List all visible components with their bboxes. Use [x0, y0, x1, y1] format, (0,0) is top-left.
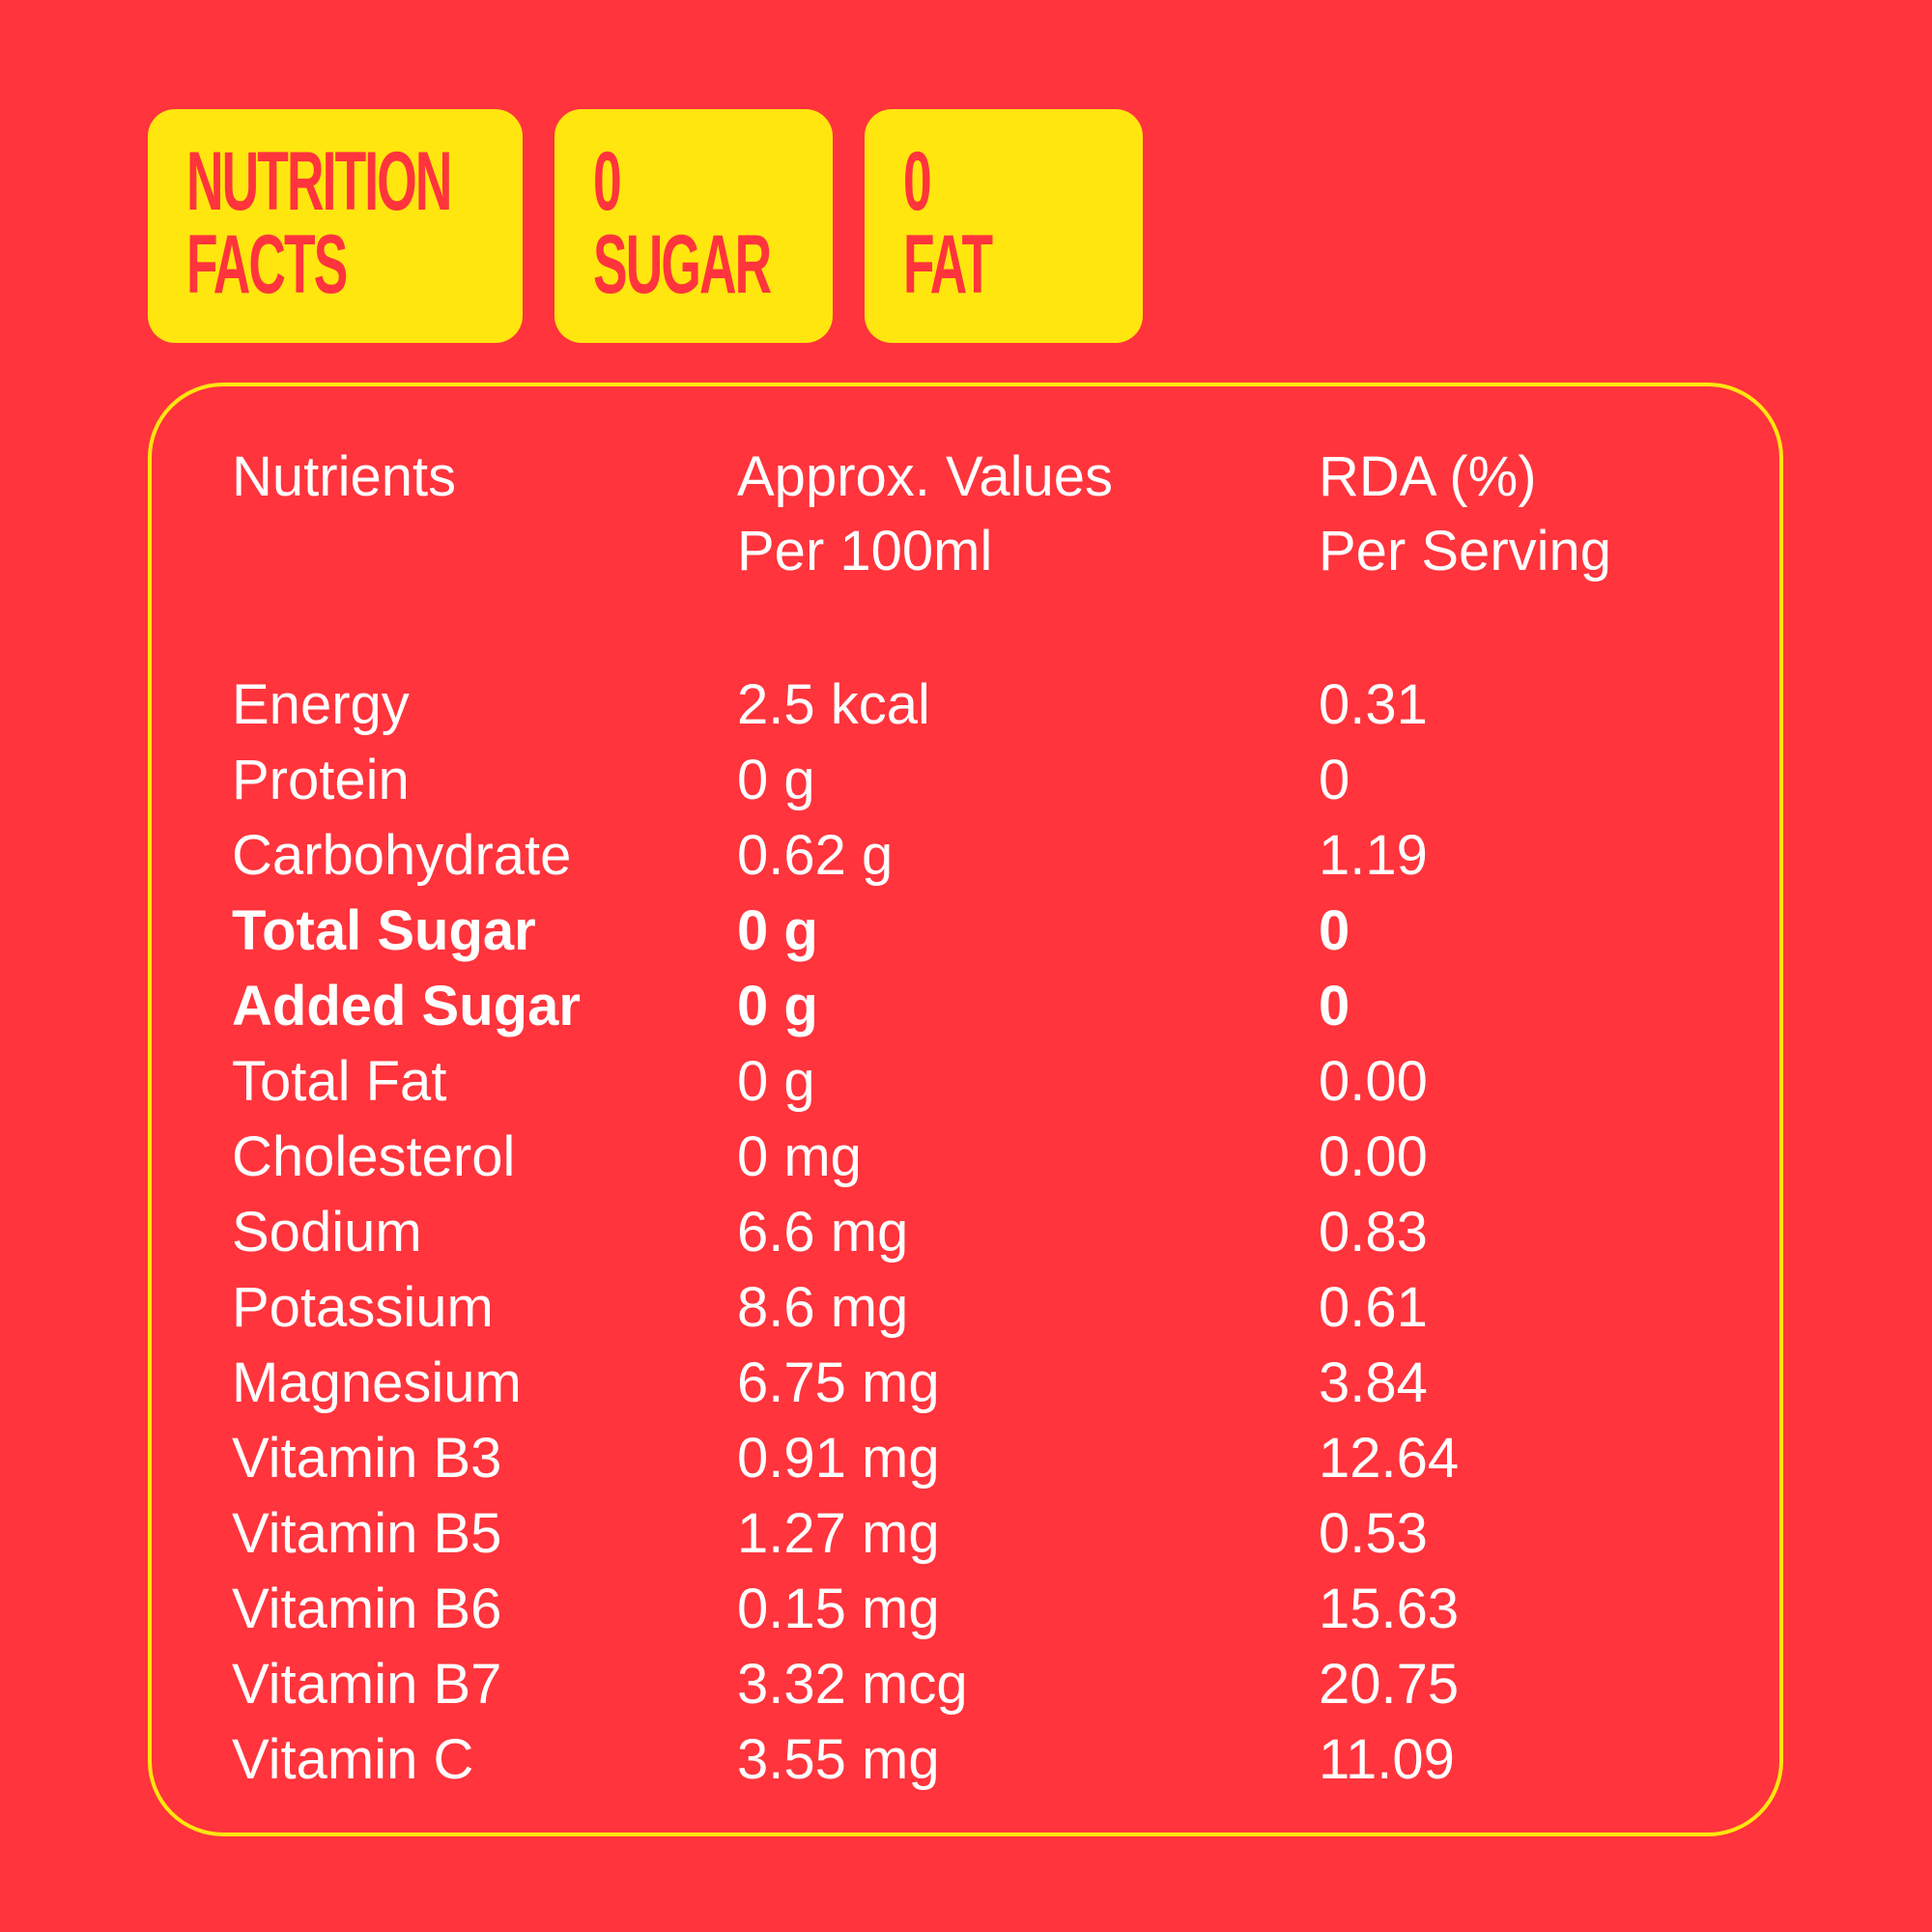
- nutrient-name: Vitamin B5: [232, 1502, 502, 1565]
- nutrient-rda: 11.09: [1319, 1728, 1455, 1791]
- nutrient-name: Vitamin C: [232, 1728, 474, 1791]
- nutrition-table-panel: Nutrients Approx. Values Per 100ml RDA (…: [148, 383, 1783, 1836]
- table-row: Vitamin B3 0.91 mg 12.64: [152, 1421, 1779, 1496]
- header-nutrients-label: Nutrients: [232, 445, 457, 508]
- header-rda: RDA (%) Per Serving: [1319, 440, 1611, 588]
- table-row: Sodium 6.6 mg 0.83: [152, 1195, 1779, 1270]
- nutrient-rda: 0.53: [1319, 1502, 1428, 1565]
- nutrient-value: 6.75 mg: [737, 1351, 940, 1414]
- nutrient-rda: 0: [1319, 899, 1350, 962]
- table-row: Cholesterol 0 mg 0.00: [152, 1120, 1779, 1195]
- nutrient-name: Sodium: [232, 1201, 422, 1264]
- table-row: Total Fat 0 g 0.00: [152, 1044, 1779, 1120]
- nutrient-rda: 0.61: [1319, 1276, 1428, 1339]
- nutrient-value: 6.6 mg: [737, 1201, 909, 1264]
- table-row: Vitamin B7 3.32 mcg 20.75: [152, 1647, 1779, 1722]
- zero-fat-badge: 0 FAT: [865, 109, 1143, 343]
- header-approx-line2: Per 100ml: [737, 520, 993, 582]
- table-row: Magnesium 6.75 mg 3.84: [152, 1346, 1779, 1421]
- nutrient-name: Cholesterol: [232, 1125, 516, 1188]
- nutrient-name: Total Sugar: [232, 899, 536, 962]
- table-row: Protein 0 g 0: [152, 743, 1779, 818]
- table-row: Potassium 8.6 mg 0.61: [152, 1270, 1779, 1346]
- nutrient-value: 2.5 kcal: [737, 673, 930, 736]
- nutrition-facts-badge: NUTRITION FACTS: [148, 109, 523, 343]
- header-rda-line2: Per Serving: [1319, 520, 1612, 582]
- nutrient-name: Added Sugar: [232, 975, 581, 1037]
- nutrient-name: Vitamin B3: [232, 1427, 502, 1490]
- nutrient-name: Vitamin B7: [232, 1653, 502, 1716]
- nutrient-value: 0.15 mg: [737, 1577, 940, 1640]
- nutrient-rda: 0.83: [1319, 1201, 1428, 1264]
- table-row: Carbohydrate 0.62 g 1.19: [152, 818, 1779, 894]
- header-approx-values: Approx. Values Per 100ml: [737, 440, 1113, 588]
- nutrient-value: 0.91 mg: [737, 1427, 940, 1490]
- header-approx-line1: Approx. Values: [737, 445, 1114, 508]
- nutrient-name: Protein: [232, 749, 410, 811]
- nutrient-name: Carbohydrate: [232, 824, 572, 887]
- zero-sugar-badge: 0 SUGAR: [554, 109, 833, 343]
- table-row: Total Sugar 0 g 0: [152, 894, 1779, 969]
- header-nutrients: Nutrients: [232, 440, 456, 514]
- nutrition-facts-line1: NUTRITION: [186, 135, 452, 228]
- nutrient-rda: 20.75: [1319, 1653, 1460, 1716]
- nutrient-rda: 0.31: [1319, 673, 1428, 736]
- zero-sugar-line1: 0: [593, 135, 622, 228]
- nutrient-value: 0 g: [737, 975, 818, 1037]
- zero-fat-line2: FAT: [903, 218, 993, 311]
- nutrient-name: Energy: [232, 673, 410, 736]
- nutrient-name: Magnesium: [232, 1351, 522, 1414]
- zero-fat-line1: 0: [903, 135, 932, 228]
- zero-sugar-line2: SUGAR: [593, 218, 772, 311]
- nutrient-rda: 15.63: [1319, 1577, 1460, 1640]
- nutrient-rda: 0.00: [1319, 1050, 1428, 1113]
- nutrient-value: 0 mg: [737, 1125, 862, 1188]
- nutrient-rda: 3.84: [1319, 1351, 1428, 1414]
- nutrient-value: 0.62 g: [737, 824, 894, 887]
- nutrient-name: Vitamin B6: [232, 1577, 502, 1640]
- nutrient-rda: 0: [1319, 749, 1350, 811]
- nutrient-rda: 1.19: [1319, 824, 1428, 887]
- table-row: Vitamin C 3.55 mg 11.09: [152, 1722, 1779, 1798]
- nutrient-name: Potassium: [232, 1276, 494, 1339]
- nutrient-value: 8.6 mg: [737, 1276, 909, 1339]
- badge-row: NUTRITION FACTS 0 SUGAR 0 FAT: [148, 109, 1143, 343]
- nutrient-rda: 0: [1319, 975, 1350, 1037]
- table-row: Added Sugar 0 g 0: [152, 969, 1779, 1044]
- nutrient-value: 1.27 mg: [737, 1502, 940, 1565]
- header-rda-line1: RDA (%): [1319, 445, 1537, 508]
- table-row: Energy 2.5 kcal 0.31: [152, 668, 1779, 743]
- nutrition-facts-line2: FACTS: [186, 218, 348, 311]
- nutrient-value: 3.55 mg: [737, 1728, 940, 1791]
- nutrient-rda: 0.00: [1319, 1125, 1428, 1188]
- nutrient-value: 0 g: [737, 1050, 815, 1113]
- nutrient-rows: Energy 2.5 kcal 0.31 Protein 0 g 0 Carbohydrat…: [152, 668, 1779, 1798]
- nutrient-value: 0 g: [737, 899, 818, 962]
- table-row: Vitamin B6 0.15 mg 15.63: [152, 1572, 1779, 1647]
- nutrient-value: 0 g: [737, 749, 815, 811]
- nutrient-rda: 12.64: [1319, 1427, 1460, 1490]
- nutrient-value: 3.32 mcg: [737, 1653, 968, 1716]
- table-row: Vitamin B5 1.27 mg 0.53: [152, 1496, 1779, 1572]
- nutrient-name: Total Fat: [232, 1050, 447, 1113]
